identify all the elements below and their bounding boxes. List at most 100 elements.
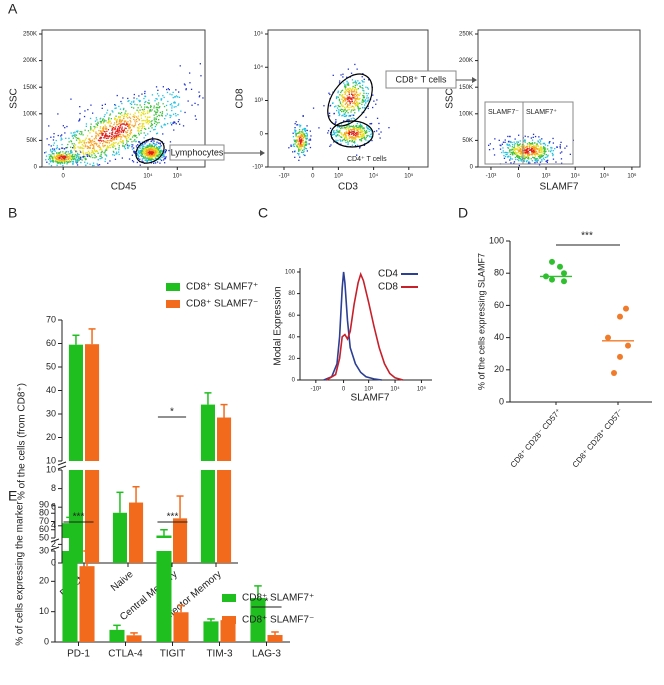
event-dot xyxy=(162,103,164,105)
event-dot xyxy=(150,153,152,155)
event-dot xyxy=(346,139,348,141)
event-dot xyxy=(72,156,74,158)
event-dot xyxy=(506,144,509,146)
event-dot xyxy=(367,99,369,101)
event-dot xyxy=(134,151,136,153)
event-dot xyxy=(529,162,531,164)
event-dot xyxy=(349,102,351,105)
event-dot xyxy=(300,147,302,149)
event-dot xyxy=(90,142,93,144)
event-dot xyxy=(127,125,129,127)
event-dot xyxy=(517,158,519,161)
event-dot xyxy=(92,156,94,159)
event-dot xyxy=(69,157,71,159)
event-dot xyxy=(539,154,542,156)
event-dot xyxy=(141,123,143,125)
event-dot xyxy=(513,148,515,150)
event-dot xyxy=(493,154,496,156)
event-dot xyxy=(138,99,140,101)
event-dot xyxy=(530,144,533,146)
event-dot xyxy=(194,102,196,104)
x-tick-label: CTLA-4 xyxy=(108,649,143,660)
event-dot xyxy=(346,105,349,107)
event-dot xyxy=(300,136,302,138)
event-dot xyxy=(524,157,526,159)
event-dot xyxy=(364,107,366,109)
event-dot xyxy=(116,124,119,126)
event-dot xyxy=(544,156,546,159)
event-dot xyxy=(298,145,301,147)
event-dot xyxy=(341,110,343,113)
event-dot xyxy=(115,133,117,135)
event-dot xyxy=(163,154,165,157)
event-dot xyxy=(102,119,104,121)
event-dot xyxy=(353,90,356,92)
event-dot xyxy=(139,109,141,111)
event-dot xyxy=(115,138,118,140)
event-dot xyxy=(159,147,161,149)
event-dot xyxy=(93,149,96,151)
event-dot xyxy=(141,93,143,95)
event-dot xyxy=(159,142,161,144)
event-dot xyxy=(527,156,530,159)
event-dot xyxy=(150,144,152,146)
event-dot xyxy=(109,136,111,138)
event-dot xyxy=(177,121,179,123)
event-dot xyxy=(136,136,138,139)
event-dot xyxy=(56,161,58,163)
event-dot xyxy=(146,148,148,150)
event-dot xyxy=(70,146,72,148)
event-dot xyxy=(357,106,359,108)
event-dot xyxy=(116,122,118,124)
event-dot xyxy=(156,141,158,143)
event-dot xyxy=(138,146,141,149)
event-dot xyxy=(348,88,350,90)
event-dot xyxy=(348,129,350,131)
event-dot xyxy=(361,98,364,101)
event-dot xyxy=(50,154,52,156)
x-tick-label: 10⁵ xyxy=(404,173,414,180)
event-dot xyxy=(121,129,123,131)
event-dot xyxy=(48,154,50,156)
event-dot xyxy=(175,95,178,97)
event-dot xyxy=(521,156,523,158)
event-dot xyxy=(153,148,155,150)
y-tick-label: 100 xyxy=(489,235,504,245)
event-dot xyxy=(541,160,543,162)
event-dot xyxy=(351,98,353,101)
event-dot xyxy=(104,124,106,126)
event-dot xyxy=(115,148,117,150)
event-dot xyxy=(139,126,141,128)
event-dot xyxy=(340,140,342,142)
event-dot xyxy=(119,133,121,135)
event-dot xyxy=(303,141,305,144)
event-dot xyxy=(358,94,360,97)
event-dot xyxy=(340,127,342,129)
event-dot xyxy=(118,119,121,121)
event-dot xyxy=(514,138,516,140)
event-dot xyxy=(123,129,125,132)
y-tick-label: 70 xyxy=(46,314,56,324)
event-dot xyxy=(531,152,533,154)
event-dot xyxy=(172,113,175,115)
event-dot xyxy=(171,124,173,126)
event-dot xyxy=(367,97,369,99)
event-dot xyxy=(129,123,131,125)
event-dot xyxy=(141,158,143,160)
event-dot xyxy=(343,97,345,99)
event-dot xyxy=(85,164,87,167)
event-dot xyxy=(348,100,350,102)
event-dot xyxy=(347,122,349,124)
event-dot xyxy=(297,124,299,126)
event-dot xyxy=(344,132,346,134)
event-dot xyxy=(77,130,79,132)
event-dot xyxy=(347,90,349,93)
event-dot xyxy=(97,133,99,135)
event-dot xyxy=(141,152,143,155)
event-dot xyxy=(122,134,124,136)
event-dot xyxy=(520,155,523,157)
event-dot xyxy=(338,114,340,117)
event-dot xyxy=(118,153,120,156)
event-dot xyxy=(135,119,137,121)
event-dot xyxy=(352,125,355,127)
